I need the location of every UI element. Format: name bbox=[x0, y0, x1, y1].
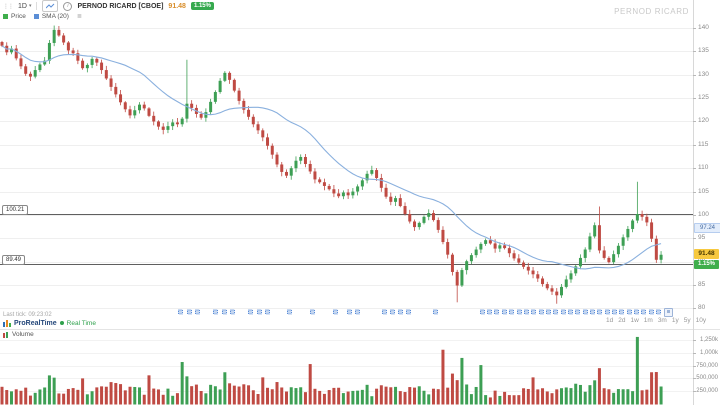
sma-label: SMA (20) bbox=[41, 13, 69, 20]
last-tick-time: Last tick: 09:23:02 bbox=[3, 312, 52, 318]
timeframe-value: 1D bbox=[18, 2, 27, 10]
calendar-icon[interactable] bbox=[664, 308, 673, 317]
price-axis-tick: 140 bbox=[698, 24, 709, 31]
drag-handle-icon[interactable]: ⋮⋮ bbox=[3, 3, 14, 10]
range-option-1m[interactable]: 1m bbox=[643, 317, 653, 324]
price-axis-tick: 100 bbox=[698, 210, 709, 218]
mini-chart-icon bbox=[45, 3, 55, 8]
volume-axis-tick: 750,000 bbox=[696, 362, 718, 369]
price-axis-tick: 105 bbox=[698, 187, 709, 195]
range-option-3m[interactable]: 3m bbox=[657, 317, 667, 324]
chevron-down-icon: ▾ bbox=[28, 3, 32, 9]
last-price-badge: 91.48 bbox=[694, 249, 719, 259]
range-selector: 1d 2d 1w 1m 3m 1y 5y 10y bbox=[606, 317, 706, 324]
range-option-5y[interactable]: 5y bbox=[683, 317, 691, 324]
sma-swatch bbox=[33, 14, 39, 19]
volume-icon bbox=[3, 331, 8, 338]
chart-legend: Price SMA (20) ≣ bbox=[3, 13, 82, 20]
price-axis-tick: 135 bbox=[698, 47, 709, 55]
chart-toolbar: ⋮⋮ 1D ▾ i PERNOD RICARD [CBOE] 91.48 1.1… bbox=[3, 0, 214, 12]
brand-bar: ProRealTime Real Time bbox=[3, 319, 96, 327]
price-axis-tick: 125 bbox=[698, 94, 709, 102]
session-change-badge: 1.15% bbox=[694, 260, 719, 269]
change-badge: 1.15% bbox=[190, 2, 214, 10]
volume-axis-tick: 500,000 bbox=[696, 375, 718, 382]
price-axis-tick: 110 bbox=[698, 164, 709, 172]
indicator-settings-icon[interactable]: ≣ bbox=[76, 14, 82, 20]
price-label: Price bbox=[11, 13, 26, 20]
volume-label: Volume bbox=[12, 331, 34, 338]
instrument-watermark: PERNOD RICARD bbox=[614, 7, 689, 16]
range-option-10y[interactable]: 10y bbox=[695, 317, 707, 324]
price-axis-tick: 95 bbox=[698, 234, 706, 242]
instrument-name: PERNOD RICARD [CBOE] bbox=[77, 2, 164, 10]
price-axis-tick: 80 bbox=[698, 304, 706, 312]
chart-type-button[interactable] bbox=[42, 0, 59, 12]
range-option-1d[interactable]: 1d bbox=[606, 317, 614, 324]
realtime-status-icon bbox=[59, 321, 64, 325]
price-axis-tick: 130 bbox=[698, 70, 709, 78]
legend-sma[interactable]: SMA (20) bbox=[33, 13, 69, 20]
range-option-1w[interactable]: 1w bbox=[630, 317, 639, 324]
info-icon[interactable]: i bbox=[63, 1, 73, 11]
prorealtime-logo-icon bbox=[3, 320, 11, 327]
volume-axis-tick: 1,000k bbox=[699, 349, 718, 356]
volume-axis-tick: 250,000 bbox=[696, 388, 718, 395]
sma-value-badge: 97.24 bbox=[694, 223, 720, 233]
range-option-2d[interactable]: 2d bbox=[618, 317, 626, 324]
price-axis-tick: 115 bbox=[698, 140, 709, 148]
feed-status: Real Time bbox=[66, 319, 96, 327]
brand-name[interactable]: ProRealTime bbox=[14, 319, 57, 327]
price-axis-tick: 120 bbox=[698, 117, 709, 125]
toolbar-divider bbox=[36, 2, 38, 10]
volume-legend[interactable]: Volume bbox=[3, 331, 34, 338]
level-label[interactable]: 100.21 bbox=[2, 204, 29, 215]
range-option-1y[interactable]: 1y bbox=[671, 317, 679, 324]
instrument-price: 91.48 bbox=[168, 2, 186, 10]
level-label[interactable]: 89.49 bbox=[2, 255, 26, 266]
timeframe-select[interactable]: 1D ▾ bbox=[18, 3, 31, 10]
price-axis-tick: 85 bbox=[698, 281, 706, 289]
price-swatch bbox=[3, 14, 8, 19]
legend-price[interactable]: Price bbox=[3, 13, 26, 20]
volume-axis-tick: 1,250k bbox=[699, 337, 718, 343]
